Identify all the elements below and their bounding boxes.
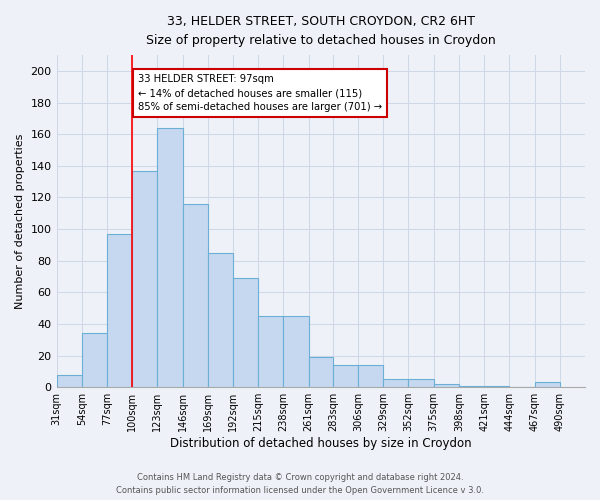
Bar [409, 380, 434, 387]
Bar [208, 253, 233, 387]
Text: Contains HM Land Registry data © Crown copyright and database right 2024.
Contai: Contains HM Land Registry data © Crown c… [116, 474, 484, 495]
Bar [258, 316, 283, 387]
Bar [107, 234, 132, 387]
Bar [333, 365, 358, 387]
Bar [434, 384, 459, 387]
X-axis label: Distribution of detached houses by size in Croydon: Distribution of detached houses by size … [170, 437, 472, 450]
Bar [56, 374, 82, 387]
Bar [309, 357, 333, 387]
Bar [233, 278, 258, 387]
Title: 33, HELDER STREET, SOUTH CROYDON, CR2 6HT
Size of property relative to detached : 33, HELDER STREET, SOUTH CROYDON, CR2 6H… [146, 15, 496, 47]
Bar [484, 386, 509, 387]
Text: 33 HELDER STREET: 97sqm
← 14% of detached houses are smaller (115)
85% of semi-d: 33 HELDER STREET: 97sqm ← 14% of detache… [137, 74, 382, 112]
Bar [157, 128, 182, 387]
Bar [82, 334, 107, 387]
Bar [182, 204, 208, 387]
Bar [283, 316, 309, 387]
Bar [383, 380, 409, 387]
Bar [358, 365, 383, 387]
Bar [459, 386, 484, 387]
Bar [132, 170, 157, 387]
Bar [535, 382, 560, 387]
Y-axis label: Number of detached properties: Number of detached properties [15, 134, 25, 309]
